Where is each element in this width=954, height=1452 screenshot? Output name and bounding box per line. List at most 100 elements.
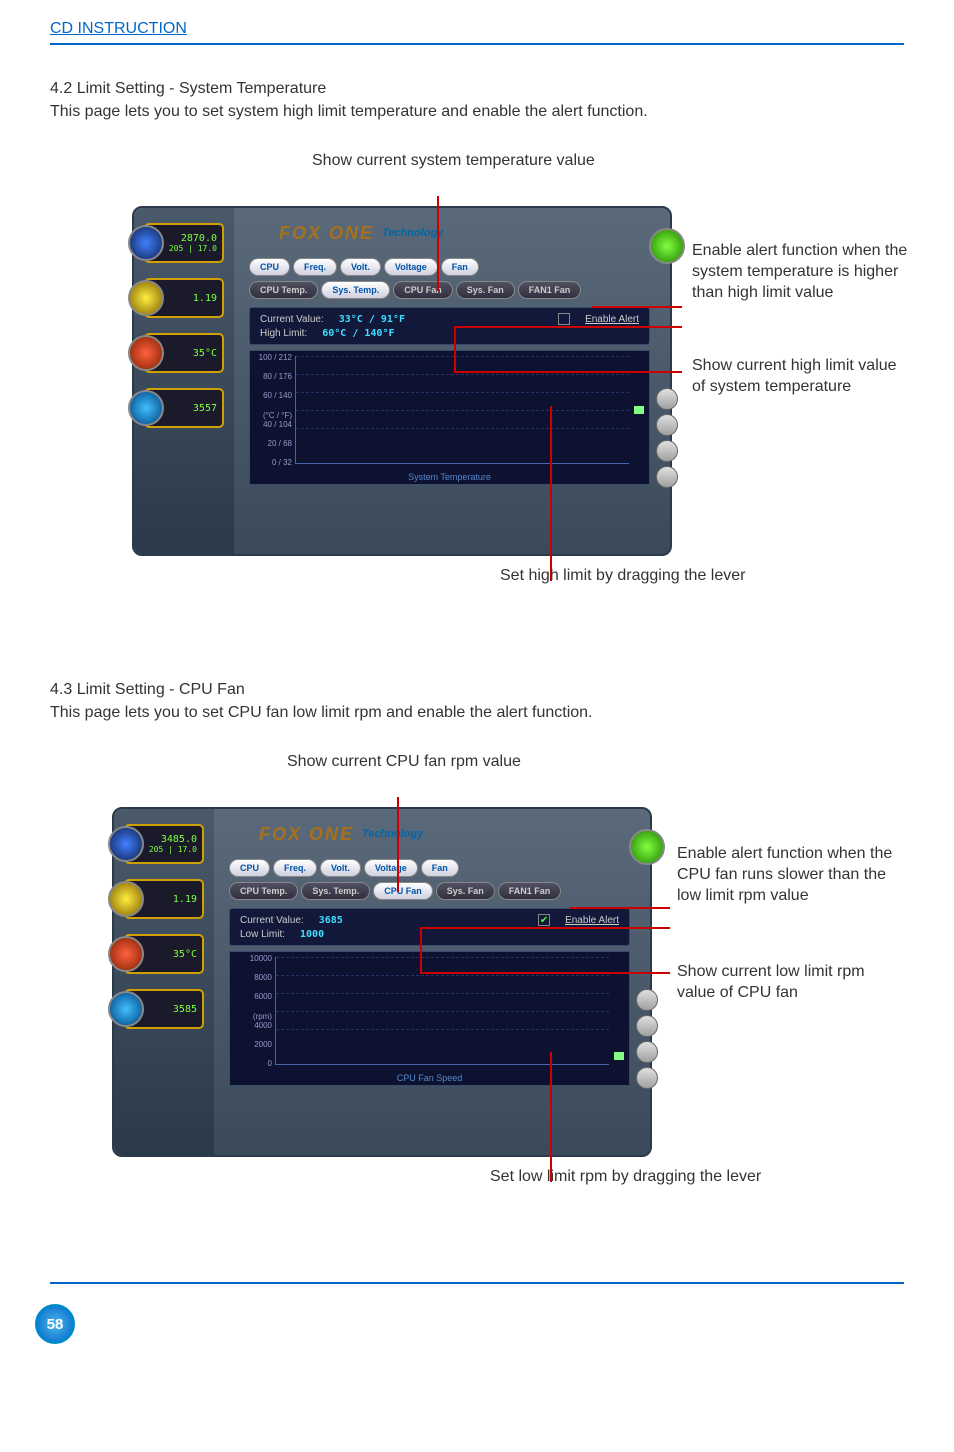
figure2-callout2: Show current low limit rpm value of CPU …: [677, 962, 897, 1004]
subtab-cpufan[interactable]: CPU Fan: [393, 281, 453, 299]
line: [420, 927, 422, 972]
logo-bar: FOX ONE Technology: [239, 218, 660, 248]
logo-text: FOX ONE: [279, 223, 374, 244]
current-value: 3685: [319, 915, 343, 926]
line: [592, 306, 682, 308]
temp-icon: [128, 335, 164, 371]
subtab-systemp[interactable]: Sys. Temp.: [321, 281, 390, 299]
limit-value: 60°C / 140°F: [322, 328, 394, 339]
current-label: Current Value:: [260, 314, 324, 325]
close-btn[interactable]: [636, 989, 658, 1011]
sub-tabs: CPU Temp. Sys. Temp. CPU Fan Sys. Fan FA…: [239, 281, 660, 299]
sub-tabs: CPU Temp. Sys. Temp. CPU Fan Sys. Fan FA…: [219, 882, 640, 900]
enable-label: Enable Alert: [585, 314, 639, 325]
figure1-callout2: Show current high limit value of system …: [692, 356, 912, 398]
ytick: 100 / 212: [252, 353, 292, 362]
yaxis: 100 / 212 80 / 176 60 / 140 (°C / °F) 40…: [252, 351, 292, 469]
header-link: CD INSTRUCTION: [50, 20, 187, 37]
section1-title: 4.2 Limit Setting - System Temperature: [50, 80, 904, 98]
figure2-callout1: Enable alert function when the CPU fan r…: [677, 844, 897, 906]
section2-desc: This page lets you to set CPU fan low li…: [50, 704, 904, 722]
logo-sub: Technology: [362, 828, 423, 840]
logo-sub: Technology: [382, 227, 443, 239]
logo-bar: FOX ONE Technology: [219, 819, 640, 849]
page-header: CD INSTRUCTION: [0, 0, 954, 50]
ytick: 0: [232, 1059, 272, 1068]
ytick: 2000: [232, 1040, 272, 1049]
chart-title: CPU Fan Speed: [230, 1073, 629, 1083]
tab-freq[interactable]: Freq.: [293, 258, 337, 276]
min-btn[interactable]: [656, 414, 678, 436]
badge-freq: 2870.0 205 | 17.0: [144, 223, 224, 263]
subtab-fan1[interactable]: FAN1 Fan: [518, 281, 582, 299]
tab-voltage[interactable]: Voltage: [384, 258, 438, 276]
line: [420, 927, 670, 929]
line: [454, 326, 456, 371]
subtab-cputemp[interactable]: CPU Temp.: [229, 882, 298, 900]
sidebar: 2870.0 205 | 17.0 1.19 35°C 3557: [134, 208, 234, 554]
fan-icon: [128, 390, 164, 426]
badge-freq: 3485.0 205 | 17.0: [124, 824, 204, 864]
temp-icon: [108, 936, 144, 972]
main-tabs: CPU Freq. Volt. Voltage Fan: [239, 258, 660, 276]
ytick: (°C / °F) 40 / 104: [252, 411, 292, 429]
power-orb[interactable]: [629, 829, 665, 865]
main-panel: FOX ONE Technology CPU Freq. Volt. Volta…: [239, 218, 660, 544]
tab-cpu[interactable]: CPU: [249, 258, 290, 276]
badge-volt: 1.19: [144, 278, 224, 318]
current-label: Current Value:: [240, 915, 304, 926]
chart-title: System Temperature: [250, 472, 649, 482]
ytick: 80 / 176: [252, 372, 292, 381]
volt-icon: [108, 881, 144, 917]
freq-icon: [128, 225, 164, 261]
ytick: 10000: [232, 954, 272, 963]
line: [454, 326, 682, 328]
subtab-cpufan[interactable]: CPU Fan: [373, 882, 433, 900]
tab-freq[interactable]: Freq.: [273, 859, 317, 877]
badge-fan: 3557: [144, 388, 224, 428]
subtab-cputemp[interactable]: CPU Temp.: [249, 281, 318, 299]
logo-text: FOX ONE: [259, 824, 354, 845]
min-btn[interactable]: [636, 1015, 658, 1037]
subtab-systemp[interactable]: Sys. Temp.: [301, 882, 370, 900]
tab-voltage[interactable]: Voltage: [364, 859, 418, 877]
volt-icon: [128, 280, 164, 316]
enable-checkbox[interactable]: [558, 313, 570, 325]
home-btn[interactable]: [636, 1067, 658, 1089]
limit-label: High Limit:: [260, 328, 307, 339]
main-tabs: CPU Freq. Volt. Voltage Fan: [219, 859, 640, 877]
lever[interactable]: [614, 1052, 624, 1060]
main-panel: FOX ONE Technology CPU Freq. Volt. Volta…: [219, 819, 640, 1145]
figure1-callout1: Enable alert function when the system te…: [692, 241, 912, 303]
badge-temp: 35°C: [124, 934, 204, 974]
limit-label: Low Limit:: [240, 929, 285, 940]
ytick: 8000: [232, 973, 272, 982]
tab-volt[interactable]: Volt.: [340, 258, 381, 276]
ytick: 60 / 140: [252, 391, 292, 400]
lever[interactable]: [634, 406, 644, 414]
tab-cpu[interactable]: CPU: [229, 859, 270, 877]
mock-ui-1: 2870.0 205 | 17.0 1.19 35°C 3557: [132, 206, 672, 556]
figure2-caption-top: Show current CPU fan rpm value: [287, 752, 521, 773]
side-buttons: [636, 989, 658, 1089]
figure1-caption-top: Show current system temperature value: [312, 151, 595, 172]
subtab-sysfan[interactable]: Sys. Fan: [436, 882, 495, 900]
close-btn[interactable]: [656, 388, 678, 410]
ytick: 20 / 68: [252, 439, 292, 448]
settings-btn[interactable]: [656, 440, 678, 462]
enable-checkbox[interactable]: [538, 914, 550, 926]
tab-fan[interactable]: Fan: [441, 258, 479, 276]
section1-desc: This page lets you to set system high li…: [50, 103, 904, 121]
tab-volt[interactable]: Volt.: [320, 859, 361, 877]
tab-fan[interactable]: Fan: [421, 859, 459, 877]
limit-value: 1000: [300, 929, 324, 940]
current-value: 33°C / 91°F: [339, 314, 405, 325]
footer-divider: [50, 1282, 904, 1284]
subtab-sysfan[interactable]: Sys. Fan: [456, 281, 515, 299]
subtab-fan1[interactable]: FAN1 Fan: [498, 882, 562, 900]
home-btn[interactable]: [656, 466, 678, 488]
line: [454, 371, 682, 373]
power-orb[interactable]: [649, 228, 685, 264]
settings-btn[interactable]: [636, 1041, 658, 1063]
freq-icon: [108, 826, 144, 862]
